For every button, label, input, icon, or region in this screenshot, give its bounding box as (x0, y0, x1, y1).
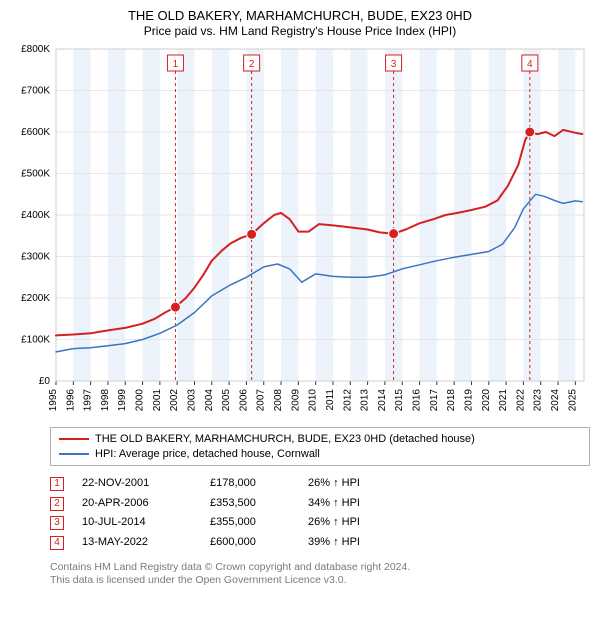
event-diff: 26% ↑ HPI (308, 474, 360, 494)
copyright-line2: This data is licensed under the Open Gov… (50, 574, 590, 587)
x-tick-label: 2015 (394, 389, 405, 412)
price-chart: £0 £100K £200K £300K £400K £500K £600K £700K £80… (10, 43, 590, 423)
event-date: 20-APR-2006 (82, 494, 192, 514)
events-table: 1 22-NOV-2001 £178,000 26% ↑ HPI 2 20-APR-200… (50, 474, 590, 553)
event-date: 22-NOV-2001 (82, 474, 192, 494)
event-date: 13-MAY-2022 (82, 533, 192, 553)
x-tick-label: 2014 (377, 389, 388, 412)
x-tick-label: 2025 (567, 389, 578, 412)
event-marker: 2 (50, 497, 64, 511)
x-tick-label: 2024 (550, 389, 561, 412)
page-title: THE OLD BAKERY, MARHAMCHURCH, BUDE, EX23… (10, 8, 590, 24)
y-tick-label: £800K (21, 44, 50, 55)
copyright-line1: Contains HM Land Registry data © Crown c… (50, 561, 590, 574)
legend-swatch (59, 438, 89, 440)
legend-label: THE OLD BAKERY, MARHAMCHURCH, BUDE, EX23… (95, 432, 475, 446)
x-tick-label: 2013 (360, 389, 371, 412)
x-tick-label: 1995 (48, 389, 59, 412)
x-tick-label: 2023 (533, 389, 544, 412)
x-tick-label: 2017 (429, 389, 440, 412)
x-tick-label: 2006 (238, 389, 249, 412)
event-marker-label: 3 (391, 59, 397, 70)
legend-item: HPI: Average price, detached house, Corn… (59, 447, 581, 461)
chart-container: THE OLD BAKERY, MARHAMCHURCH, BUDE, EX23… (0, 0, 600, 620)
x-tick-label: 2020 (481, 389, 492, 412)
x-tick-label: 2002 (169, 389, 180, 412)
legend-item: THE OLD BAKERY, MARHAMCHURCH, BUDE, EX23… (59, 432, 581, 446)
event-date: 10-JUL-2014 (82, 513, 192, 533)
x-tick-label: 2009 (290, 389, 301, 412)
event-row: 3 10-JUL-2014 £355,000 26% ↑ HPI (50, 513, 590, 533)
x-tick-label: 1996 (65, 389, 76, 412)
y-tick-label: £600K (21, 127, 50, 138)
event-row: 4 13-MAY-2022 £600,000 39% ↑ HPI (50, 533, 590, 553)
x-tick-label: 1997 (83, 389, 94, 412)
y-tick-label: £0 (39, 376, 51, 387)
page-subtitle: Price paid vs. HM Land Registry's House … (10, 24, 590, 39)
x-tick-label: 2019 (463, 389, 474, 412)
x-tick-label: 2021 (498, 389, 509, 412)
legend-label: HPI: Average price, detached house, Corn… (95, 447, 320, 461)
x-tick-label: 2016 (412, 389, 423, 412)
x-tick-label: 2022 (515, 389, 526, 412)
event-diff: 26% ↑ HPI (308, 513, 360, 533)
y-tick-label: £400K (21, 210, 50, 221)
event-row: 2 20-APR-2006 £353,500 34% ↑ HPI (50, 494, 590, 514)
x-tick-label: 2005 (221, 389, 232, 412)
legend: THE OLD BAKERY, MARHAMCHURCH, BUDE, EX23… (50, 427, 590, 466)
event-price: £178,000 (210, 474, 290, 494)
x-tick-label: 1998 (100, 389, 111, 412)
x-tick-label: 1999 (117, 389, 128, 412)
y-tick-label: £100K (21, 335, 50, 346)
x-tick-label: 2012 (342, 389, 353, 412)
x-tick-label: 2004 (204, 389, 215, 412)
event-price: £600,000 (210, 533, 290, 553)
event-row: 1 22-NOV-2001 £178,000 26% ↑ HPI (50, 474, 590, 494)
event-marker: 4 (50, 536, 64, 550)
x-tick-label: 2008 (273, 389, 284, 412)
copyright-notice: Contains HM Land Registry data © Crown c… (50, 561, 590, 587)
event-diff: 39% ↑ HPI (308, 533, 360, 553)
x-tick-label: 2018 (446, 389, 457, 412)
event-diff: 34% ↑ HPI (308, 494, 360, 514)
x-tick-label: 2001 (152, 389, 163, 412)
y-tick-label: £700K (21, 86, 50, 97)
event-price: £353,500 (210, 494, 290, 514)
y-tick-label: £300K (21, 252, 50, 263)
y-tick-label: £200K (21, 293, 50, 304)
event-price: £355,000 (210, 513, 290, 533)
event-marker-label: 4 (527, 59, 533, 70)
x-tick-label: 2010 (308, 389, 319, 412)
x-tick-label: 2007 (256, 389, 267, 412)
event-marker-label: 1 (173, 59, 179, 70)
x-tick-label: 2003 (186, 389, 197, 412)
y-tick-label: £500K (21, 169, 50, 180)
legend-swatch (59, 453, 89, 455)
x-tick-label: 2000 (135, 389, 146, 412)
event-marker: 1 (50, 477, 64, 491)
event-marker-label: 2 (249, 59, 255, 70)
x-tick-label: 2011 (325, 389, 336, 411)
chart-plot-area: £0 £100K £200K £300K £400K £500K £600K £700K £80… (10, 43, 590, 423)
event-marker: 3 (50, 516, 64, 530)
